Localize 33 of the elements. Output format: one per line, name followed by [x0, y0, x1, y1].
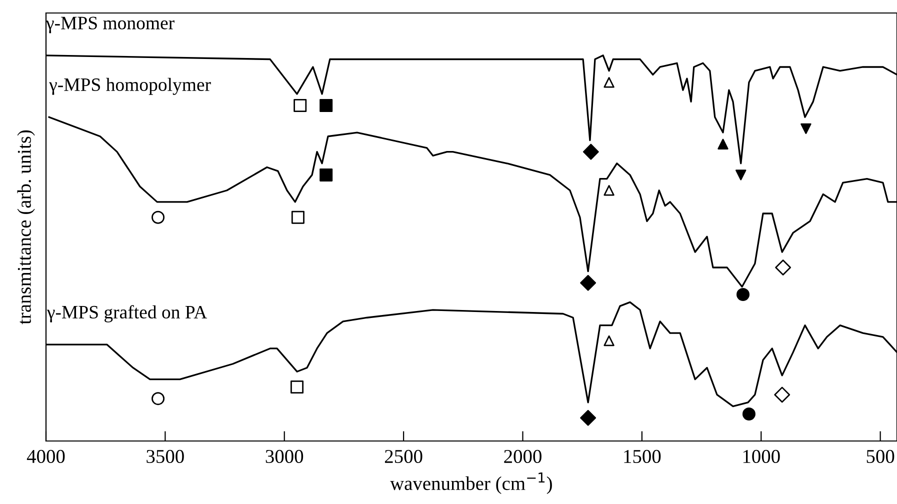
- point: [604, 77, 614, 88]
- x-tick-label: 4000: [26, 450, 65, 464]
- point: [152, 392, 165, 406]
- x-tick-label: 2500: [384, 450, 422, 464]
- x-tick-label: 500: [866, 450, 894, 464]
- point: [742, 408, 756, 421]
- point: [291, 210, 304, 224]
- series-label: γ-MPS homopolymer: [49, 78, 211, 95]
- point: [736, 288, 750, 301]
- x-tick-label: 3500: [146, 450, 184, 464]
- x-axis-title: wavenumber (cm$^{−1}$): [390, 472, 552, 494]
- point: [320, 168, 333, 182]
- point: [582, 144, 599, 160]
- x-tick-label: 2000: [504, 450, 542, 464]
- point: [294, 99, 307, 112]
- point: [800, 123, 812, 134]
- series-label: γ-MPS grafted on PA: [46, 305, 208, 322]
- point: [718, 138, 728, 150]
- point: [580, 274, 596, 291]
- series-label: γ-MPS monomer: [46, 16, 174, 34]
- point: [320, 99, 333, 112]
- x-tick-label: 1000: [743, 450, 780, 464]
- point: [774, 386, 790, 403]
- point: [736, 170, 746, 180]
- point: [152, 210, 165, 224]
- x-tick-label: 3000: [266, 450, 304, 464]
- point: [604, 335, 614, 346]
- y-axis-title: transmittance (arb. units): [17, 130, 35, 324]
- point: [775, 260, 792, 276]
- point: [604, 185, 614, 196]
- x-tick-label: 1500: [624, 450, 661, 464]
- point: [290, 380, 304, 394]
- point: [580, 410, 596, 426]
